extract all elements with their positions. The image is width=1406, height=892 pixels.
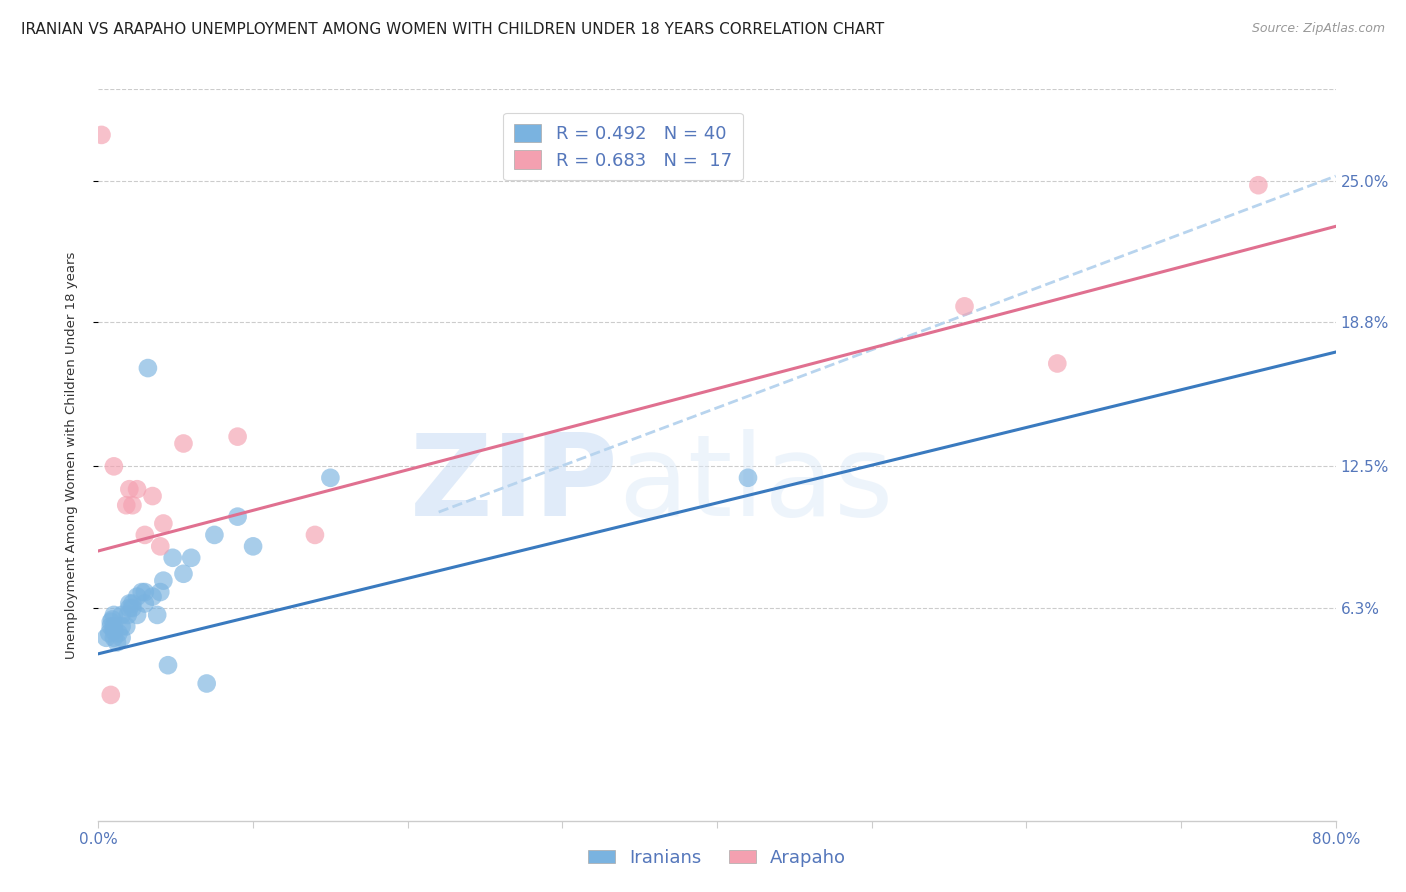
Point xyxy=(1247,178,1270,193)
Point xyxy=(134,528,156,542)
Point xyxy=(195,676,218,690)
Point xyxy=(115,619,138,633)
Point xyxy=(105,635,128,649)
Point xyxy=(157,658,180,673)
Point xyxy=(118,482,141,496)
Point xyxy=(304,528,326,542)
Point xyxy=(103,607,125,622)
Point xyxy=(1046,356,1069,371)
Point xyxy=(101,613,124,627)
Text: IRANIAN VS ARAPAHO UNEMPLOYMENT AMONG WOMEN WITH CHILDREN UNDER 18 YEARS CORRELA: IRANIAN VS ARAPAHO UNEMPLOYMENT AMONG WO… xyxy=(21,22,884,37)
Point xyxy=(953,299,976,313)
Point xyxy=(226,509,249,524)
Point xyxy=(134,597,156,611)
Point xyxy=(136,361,159,376)
Point xyxy=(98,626,121,640)
Point xyxy=(142,590,165,604)
Point xyxy=(146,607,169,622)
Text: Source: ZipAtlas.com: Source: ZipAtlas.com xyxy=(1251,22,1385,36)
Point xyxy=(134,585,156,599)
Point xyxy=(103,631,125,645)
Point xyxy=(127,482,149,496)
Point xyxy=(90,128,112,142)
Point xyxy=(242,539,264,553)
Point xyxy=(115,498,138,512)
Point xyxy=(100,615,122,629)
Point xyxy=(152,574,174,588)
Point xyxy=(121,601,143,615)
Point xyxy=(149,585,172,599)
Point xyxy=(103,459,125,474)
Point xyxy=(100,688,122,702)
Point xyxy=(103,619,125,633)
Point xyxy=(173,436,195,450)
Point xyxy=(107,626,129,640)
Point xyxy=(117,607,139,622)
Point xyxy=(127,607,149,622)
Point xyxy=(149,539,172,553)
Point xyxy=(111,631,134,645)
Point xyxy=(100,619,122,633)
Point xyxy=(121,498,143,512)
Point xyxy=(118,601,141,615)
Point xyxy=(127,590,149,604)
Point xyxy=(737,471,759,485)
Point xyxy=(226,429,249,443)
Point xyxy=(142,489,165,503)
Point xyxy=(111,619,134,633)
Point xyxy=(131,585,153,599)
Point xyxy=(121,597,143,611)
Point xyxy=(162,550,184,565)
Point xyxy=(319,471,342,485)
Point xyxy=(96,631,118,645)
Point xyxy=(118,597,141,611)
Text: ZIP: ZIP xyxy=(409,429,619,540)
Point xyxy=(152,516,174,531)
Point xyxy=(180,550,202,565)
Point xyxy=(103,624,125,638)
Y-axis label: Unemployment Among Women with Children Under 18 years: Unemployment Among Women with Children U… xyxy=(65,252,77,658)
Point xyxy=(173,566,195,581)
Point xyxy=(111,607,134,622)
Legend: Iranians, Arapaho: Iranians, Arapaho xyxy=(581,841,853,874)
Point xyxy=(204,528,226,542)
Text: atlas: atlas xyxy=(619,429,893,540)
